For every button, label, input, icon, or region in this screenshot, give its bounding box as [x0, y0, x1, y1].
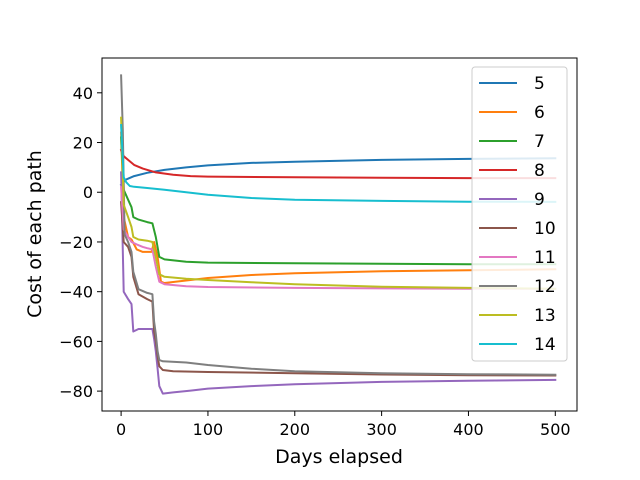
y-tick-label: 0: [83, 183, 93, 202]
legend-label-7: 7: [534, 132, 545, 152]
legend: 5 6 7 8 9 10 11 12 13 14: [471, 66, 568, 362]
x-tick-label: 0: [116, 420, 126, 439]
plot-frame: [101, 57, 578, 412]
plot-lines: [119, 74, 557, 395]
series-line-5: [119, 157, 557, 187]
series-line-13: [120, 116, 557, 290]
y-axis-label: Cost of each path: [24, 150, 46, 318]
legend-label-8: 8: [534, 161, 545, 181]
y-axis-ticks: −80 −60 −40 −20 0 20 40: [59, 84, 102, 401]
legend-label-14: 14: [534, 335, 556, 355]
y-tick-label: −40: [59, 283, 93, 302]
legend-label-9: 9: [534, 190, 545, 210]
legend-label-11: 11: [534, 248, 556, 268]
series-line-11: [120, 186, 557, 290]
x-tick-label: 400: [453, 420, 484, 439]
x-axis-label: Days elapsed: [275, 446, 403, 468]
series-line-14: [120, 124, 557, 203]
x-tick-label: 100: [193, 420, 224, 439]
legend-label-12: 12: [534, 277, 556, 297]
legend-label-10: 10: [534, 219, 556, 239]
y-tick-label: −80: [59, 382, 93, 401]
legend-label-5: 5: [534, 74, 545, 94]
x-tick-label: 500: [540, 420, 571, 439]
x-tick-label: 300: [366, 420, 397, 439]
y-tick-label: 20: [73, 134, 93, 153]
series-line-12: [120, 74, 557, 376]
legend-label-6: 6: [534, 103, 545, 123]
y-tick-label: 40: [73, 84, 93, 103]
series-line-6: [120, 131, 557, 284]
series-line-7: [120, 136, 557, 266]
y-tick-label: −20: [59, 233, 93, 252]
series-line-8: [119, 148, 557, 180]
x-axis-ticks: 0 100 200 300 400 500: [116, 411, 571, 439]
series-line-9: [120, 171, 557, 395]
y-tick-label: −60: [59, 332, 93, 351]
x-tick-label: 200: [280, 420, 311, 439]
legend-label-13: 13: [534, 306, 556, 326]
